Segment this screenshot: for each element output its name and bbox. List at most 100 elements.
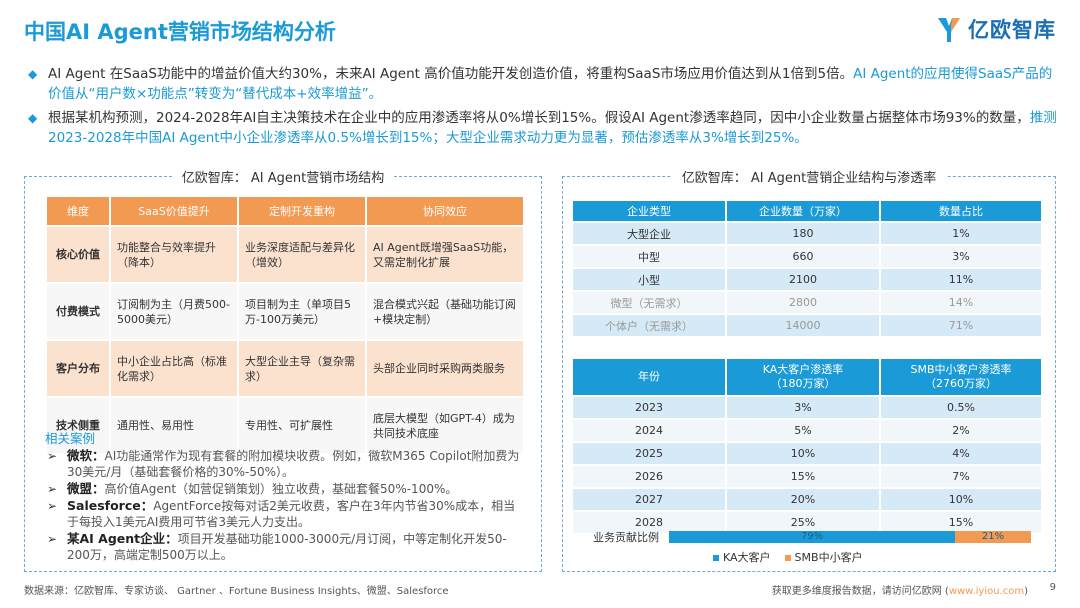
arrow-bullet-icon: ➢ [47,482,58,496]
table-cell: 小型 [573,269,725,290]
contribution-bar: 79% 21% [669,531,1031,543]
legend-swatch-icon [784,555,791,561]
table-header: 数量占比 [881,201,1041,221]
row-header: 客户分布 [47,341,109,396]
table-cell: 2800 [727,292,879,313]
table-row: 微型（无需求） 2800 14% [573,292,1041,313]
row-header: 技术侧重 [47,398,109,453]
table-row: 核心价值 功能整合与效率提升（降本） 业务深度适配与差异化（增效） AI Age… [47,227,523,282]
case-text: 项目开发基础功能1000-3000元/月订阅，中等定制化开发50-200万，高端… [67,532,507,562]
page-title: 中国AI Agent营销市场结构分析 [24,20,336,44]
panel-title: 亿欧智库： AI Agent营销市场结构 [25,167,541,186]
diamond-bullet-icon: ◆ [28,111,38,125]
summary-bullet-2: ◆ 根据某机构预测，2024-2028年AI自主决策技术在企业中的应用渗透率将从… [28,108,1058,148]
diamond-bullet-icon: ◆ [28,67,38,81]
summary-bullets: ◆ AI Agent 在SaaS功能中的增益价值大约30%，未来AI Agent… [28,64,1058,152]
table-row: 2023 3% 0.5% [573,397,1041,418]
table-cell: 功能整合与效率提升（降本） [111,227,237,282]
logo-mark-icon [938,18,960,42]
table-cell: 微型（无需求） [573,292,725,313]
page-number: 9 [1049,582,1056,593]
table-cell: 0.5% [881,397,1041,418]
table-row: 客户分布 中小企业占比高（标准化需求） 大型企业主导（复杂需求） 头部企业同时采… [47,341,523,396]
table-header: 企业数量（万家） [727,201,879,221]
row-header: 付费模式 [47,284,109,339]
table-cell: 大型企业 [573,223,725,244]
table-row: 技术侧重 通用性、易用性 专用性、可扩展性 底层大模型（如GPT-4）成为共同技… [47,398,523,453]
table-cell: 3% [881,246,1041,267]
legend-swatch-icon [713,555,719,561]
table-row: 个体户（无需求） 14000 71% [573,315,1041,336]
table-cell: 14% [881,292,1041,313]
table-cell: 3% [727,397,879,418]
table-cell: 订阅制为主（月费500-5000美元） [111,284,237,339]
table-header: 年份 [573,359,725,395]
table-header: KA大客户渗透率 （180万家） [727,359,879,395]
arrow-bullet-icon: ➢ [47,499,58,513]
case-name: 微盟 [67,481,93,496]
legend-item: SMB中小客户 [784,549,863,565]
table-cell: 个体户（无需求） [573,315,725,336]
case-item: ➢ 微盟：高价值Agent（如营促销策划）独立收费，基础套餐50%-100%。 [47,481,458,496]
case-text: AgentForce按每对话2美元收费，客户在3年内节省30%成本，相当于每投入… [67,499,516,529]
legend-item: KA大客户 [713,549,771,565]
table-cell: 专用性、可扩展性 [239,398,365,453]
table-cell: AI Agent既增强SaaS功能，又需定制化扩展 [367,227,523,282]
table-cell: 头部企业同时采购两类服务 [367,341,523,396]
bullet-text: AI Agent 在SaaS功能中的增益价值大约30%，未来AI Agent 高… [48,66,854,82]
table-cell: 5% [727,420,879,441]
contribution-label: 业务贡献比例 [593,531,659,544]
table-row: 中型 660 3% [573,246,1041,267]
table-header: SMB中小客户渗透率 （2760万家） [881,359,1041,395]
footer-more: 获取更多维度报告数据，请访问亿欧网 (www.iyiou.com) [771,586,1028,597]
table-cell: 2028 [573,512,725,533]
table-cell: 2100 [727,269,879,290]
table-cell: 2027 [573,489,725,510]
table-cell: 14000 [727,315,879,336]
contribution-segment-ka: 79% [669,531,955,543]
table-cell: 4% [881,443,1041,464]
table-cell: 2% [881,420,1041,441]
table-row: 2026 15% 7% [573,466,1041,487]
bullet-text: 根据某机构预测，2024-2028年AI自主决策技术在企业中的应用渗透率将从0%… [48,110,1030,126]
table-cell: 业务深度适配与差异化（增效） [239,227,365,282]
table-row: 大型企业 180 1% [573,223,1041,244]
table-cell: 10% [881,489,1041,510]
arrow-bullet-icon: ➢ [47,449,58,463]
table-row: 付费模式 订阅制为主（月费500-5000美元） 项目制为主（单项目5万-100… [47,284,523,339]
contribution-legend: KA大客户 SMB中小客户 [713,549,863,565]
table-row: 小型 2100 11% [573,269,1041,290]
table-header: 企业类型 [573,201,725,221]
row-header: 核心价值 [47,227,109,282]
market-structure-table: 维度 SaaS价值提升 定制开发重构 协同效应 核心价值 功能整合与效率提升（降… [45,195,525,455]
case-item: ➢ Salesforce：AgentForce按每对话2美元收费，客户在3年内节… [47,498,516,529]
case-item: ➢ 微软：AI功能通常作为现有套餐的附加模块收费。例如，微软M365 Copil… [47,448,520,479]
website-link[interactable]: www.iyiou.com [948,586,1025,597]
table-header-row: 年份 KA大客户渗透率 （180万家） SMB中小客户渗透率 （2760万家） [573,359,1041,395]
table-cell: 大型企业主导（复杂需求） [239,341,365,396]
table-cell: 7% [881,466,1041,487]
panel-title: 亿欧智库： AI Agent营销企业结构与渗透率 [563,167,1055,186]
table-cell: 通用性、易用性 [111,398,237,453]
case-name: Salesforce [67,498,141,513]
table-cell: 项目制为主（单项目5万-100万美元） [239,284,365,339]
case-name: 微软 [67,448,93,463]
table-header: 定制开发重构 [239,197,365,225]
table-cell: 71% [881,315,1041,336]
table-row: 2025 10% 4% [573,443,1041,464]
table-cell: 中小企业占比高（标准化需求） [111,341,237,396]
table-cell: 2026 [573,466,725,487]
table-row: 2024 5% 2% [573,420,1041,441]
arrow-bullet-icon: ➢ [47,532,58,546]
table-header: 协同效应 [367,197,523,225]
case-item: ➢ 某AI Agent企业：项目开发基础功能1000-3000元/月订阅，中等定… [47,531,507,562]
table-cell: 底层大模型（如GPT-4）成为共同技术底座 [367,398,523,453]
case-text: AI功能通常作为现有套餐的附加模块收费。例如，微软M365 Copilot附加费… [67,449,520,479]
penetration-rate-table: 年份 KA大客户渗透率 （180万家） SMB中小客户渗透率 （2760万家） 20… [571,357,1043,535]
data-source: 数据来源：亿欧智库、专家访谈、 Gartner 、Fortune Busines… [24,586,449,597]
table-cell: 2023 [573,397,725,418]
enterprise-structure-panel: 亿欧智库： AI Agent营销企业结构与渗透率 企业类型 企业数量（万家） 数… [562,171,1056,572]
table-header: SaaS价值提升 [111,197,237,225]
table-header: 维度 [47,197,109,225]
summary-bullet-1: ◆ AI Agent 在SaaS功能中的增益价值大约30%，未来AI Agent… [28,64,1058,104]
